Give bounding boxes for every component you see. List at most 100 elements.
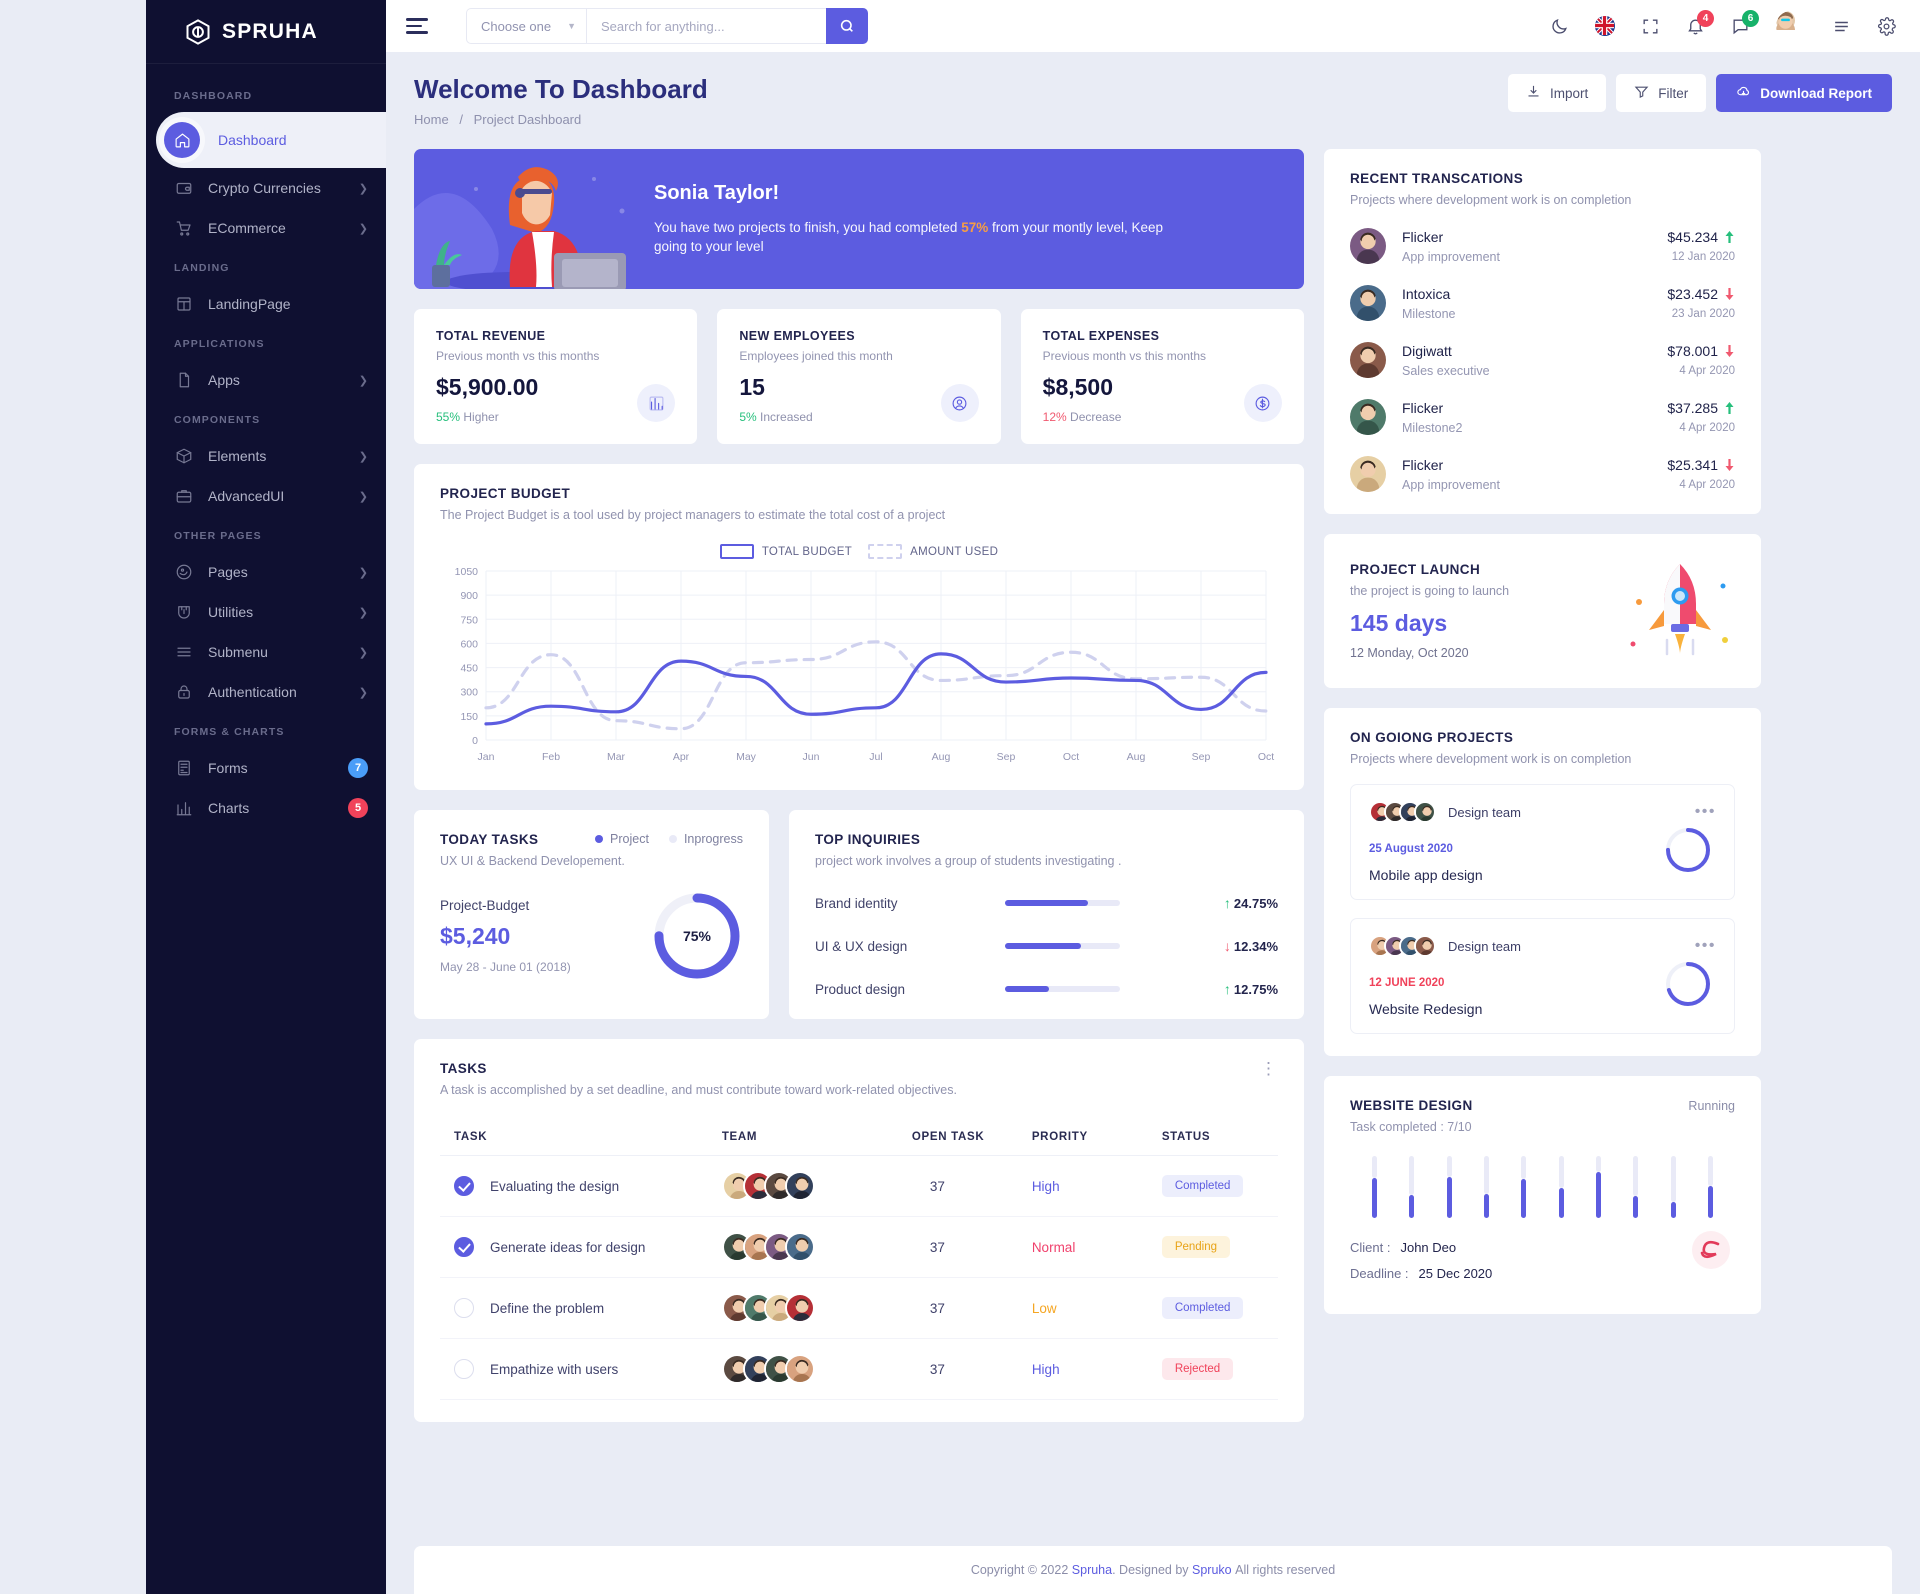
legend-label: Inprogress <box>683 832 743 846</box>
table-row[interactable]: Evaluating the design 37 High Completed <box>440 1155 1278 1217</box>
transaction-amount: $78.001 <box>1667 343 1735 359</box>
main-area: Choose one ▼ <box>386 0 1920 1594</box>
project-item[interactable]: Design team ••• 12 JUNE 2020 Website Redesi… <box>1350 918 1735 1034</box>
transaction-amount: $23.452 <box>1667 286 1735 302</box>
task-checkbox[interactable] <box>454 1359 474 1379</box>
language-flag-icon[interactable] <box>1595 16 1615 36</box>
sidebar-item-landingpage[interactable]: LandingPage <box>146 284 386 324</box>
download-report-button[interactable]: Download Report <box>1716 74 1892 112</box>
messages-icon[interactable]: 6 <box>1731 9 1759 36</box>
legend-amount-used: AMOUNT USED <box>868 544 998 559</box>
progress-bar-column <box>1468 1156 1505 1218</box>
sidebar-item-submenu[interactable]: Submenu ❯ <box>146 632 386 672</box>
table-row[interactable]: Generate ideas for design 37 Normal Pending <box>440 1216 1278 1278</box>
ongoing-projects-card: ON GOIONG PROJECTS Projects where develo… <box>1324 708 1761 1056</box>
footer-end: All rights reserved <box>1235 1563 1336 1577</box>
notifications-icon[interactable]: 4 <box>1686 9 1714 36</box>
sidebar-item-elements[interactable]: Elements ❯ <box>146 436 386 476</box>
transaction-row[interactable]: Digiwatt Sales executive $78.001 4 Apr 2020 <box>1350 342 1735 378</box>
avatar <box>784 1293 815 1323</box>
transaction-row[interactable]: Flicker App improvement $25.341 4 Apr 2020 <box>1350 456 1735 492</box>
dark-mode-icon[interactable] <box>1550 17 1569 36</box>
svg-text:Oct: Oct <box>1063 751 1079 763</box>
project-budget-card: PROJECT BUDGET The Project Budget is a t… <box>414 464 1304 790</box>
footer-brand-spruko[interactable]: Spruko <box>1192 1563 1232 1577</box>
breadcrumb-home[interactable]: Home <box>414 112 449 127</box>
menu-lines-icon <box>174 642 194 662</box>
list-menu-icon[interactable] <box>1832 17 1851 36</box>
task-priority: Low <box>1025 1277 1156 1339</box>
svg-text:May: May <box>736 751 757 763</box>
bar-fill <box>1633 1195 1639 1218</box>
tasks-kebab-icon[interactable]: ⋮ <box>1260 1059 1278 1078</box>
inquiry-name: UI & UX design <box>815 938 908 954</box>
progress-bar-column <box>1393 1156 1430 1218</box>
inquiry-value: ↓ 12.34% <box>1223 938 1278 954</box>
task-priority: High <box>1025 1155 1156 1217</box>
sidebar-item-forms[interactable]: Forms 7 <box>146 748 386 788</box>
svg-text:Aug: Aug <box>932 751 951 763</box>
sidebar-item-apps[interactable]: Apps ❯ <box>146 360 386 400</box>
project-name: Mobile app design <box>1369 867 1483 883</box>
table-row[interactable]: Empathize with users 37 High Rejected <box>440 1338 1278 1400</box>
legend-label-total-budget: TOTAL BUDGET <box>761 545 853 558</box>
svg-text:750: 750 <box>460 614 478 626</box>
website-design-completed: Task completed : 7/10 <box>1350 1120 1472 1134</box>
task-label: Define the problem <box>490 1300 605 1316</box>
arrow-up-icon <box>1725 231 1734 243</box>
transaction-date: 4 Apr 2020 <box>1679 479 1735 491</box>
sidebar-item-charts[interactable]: Charts 5 <box>146 788 386 828</box>
sidebar-item-crypto-currencies[interactable]: Crypto Currencies ❯ <box>146 168 386 208</box>
search-button[interactable] <box>826 8 868 44</box>
transaction-row[interactable]: Flicker App improvement $45.234 12 Jan 2020 <box>1350 228 1735 264</box>
stat-delta-word: Increased <box>760 410 813 424</box>
search-category-select[interactable]: Choose one ▼ <box>466 8 586 44</box>
search-input[interactable] <box>586 8 826 44</box>
fullscreen-icon[interactable] <box>1641 17 1660 36</box>
tasks-card: ⋮ TASKS A task is accomplished by a set … <box>414 1039 1304 1422</box>
breadcrumb-current: Project Dashboard <box>473 112 582 127</box>
transaction-row[interactable]: Intoxica Milestone $23.452 23 Jan 2020 <box>1350 285 1735 321</box>
inquiry-value: ↑ 12.75% <box>1223 981 1278 997</box>
sidebar-item-utilities[interactable]: Utilities ❯ <box>146 592 386 632</box>
sidebar-category-dashboard: DASHBOARD <box>174 90 253 102</box>
sidebar-item-label: Charts <box>208 800 250 816</box>
progress-bar-column <box>1505 1156 1542 1218</box>
task-checkbox[interactable] <box>454 1176 474 1196</box>
sidebar-toggle-icon[interactable] <box>406 18 428 34</box>
table-row[interactable]: Define the problem 37 Low Completed <box>440 1277 1278 1339</box>
filter-button[interactable]: Filter <box>1616 74 1707 112</box>
chevron-right-icon: ❯ <box>358 606 368 619</box>
ongoing-projects-title: ON GOIONG PROJECTS <box>1350 730 1514 745</box>
bar-fill <box>1521 1179 1527 1218</box>
open-task-count: 37 <box>905 1155 1026 1217</box>
inquiry-value: ↑ 24.75% <box>1223 895 1278 911</box>
svg-text:Oct: Oct <box>1258 751 1274 763</box>
project-item[interactable]: Design team ••• 25 August 2020 Mobile app d… <box>1350 784 1735 900</box>
task-checkbox[interactable] <box>454 1298 474 1318</box>
today-tasks-title: TODAY TASKS <box>440 832 539 847</box>
sidebar-item-dashboard[interactable]: Dashboard <box>156 112 386 168</box>
arrow-up-icon <box>1725 402 1734 414</box>
brand[interactable]: SPRUHA <box>146 0 386 64</box>
progress-bar-column <box>1692 1156 1729 1218</box>
avatar[interactable] <box>1776 11 1806 41</box>
task-checkbox[interactable] <box>454 1237 474 1257</box>
sidebar-item-pages[interactable]: Pages ❯ <box>146 552 386 592</box>
sidebar-item-advancedui[interactable]: AdvancedUI ❯ <box>146 476 386 516</box>
ongoing-projects-list: Design team ••• 25 August 2020 Mobile app d… <box>1350 784 1735 1034</box>
import-button[interactable]: Import <box>1507 74 1607 112</box>
sidebar-category-other-pages: OTHER PAGES <box>174 530 262 542</box>
today-tasks-subtitle: UX UI & Backend Developement. <box>440 854 625 868</box>
footer-brand-spruha[interactable]: Spruha <box>1071 1563 1113 1577</box>
project-more-icon[interactable]: ••• <box>1694 803 1716 820</box>
transaction-row[interactable]: Flicker Milestone2 $37.285 4 Apr 2020 <box>1350 399 1735 435</box>
legend-label: Project <box>610 832 649 846</box>
project-more-icon[interactable]: ••• <box>1694 937 1716 954</box>
settings-gear-icon[interactable] <box>1877 16 1896 36</box>
sidebar-item-ecommerce[interactable]: ECommerce ❯ <box>146 208 386 248</box>
sidebar-item-authentication[interactable]: Authentication ❯ <box>146 672 386 712</box>
tasks-column-header: TEAM <box>715 1119 906 1156</box>
progress-bar-column <box>1654 1156 1691 1218</box>
project-budget-subtitle: The Project Budget is a tool used by pro… <box>440 508 946 522</box>
